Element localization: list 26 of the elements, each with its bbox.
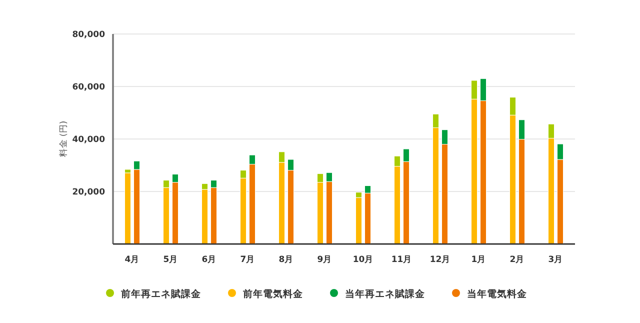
x-tick-label: 4月 [124, 254, 140, 265]
y-tick-label: 20,000 [72, 188, 106, 198]
legend: 当年再エネ賦課金 [330, 289, 425, 300]
legend: 前年再エネ賦課金 [106, 289, 201, 300]
x-tick-label: 12月 [430, 254, 451, 265]
y-tick-label: 80,000 [72, 30, 106, 40]
x-tick-label: 5月 [163, 254, 178, 265]
y-axis-title: 料金 (円) [58, 120, 69, 158]
x-tick-label: 9月 [317, 254, 332, 265]
legend: 前年電気料金 [228, 289, 303, 300]
legend-label: 当年電気料金 [467, 288, 528, 300]
x-tick-label: 7月 [240, 254, 256, 265]
y-tick-label: 60,000 [72, 82, 106, 92]
x-tick-label: 6月 [202, 254, 217, 265]
bar [124, 172, 131, 244]
y-tick-label: 40,000 [72, 135, 106, 145]
legend-label: 当年再エネ賦課金 [345, 288, 426, 300]
x-tick-label: 11月 [391, 254, 412, 265]
legend-label: 前年再エネ賦課金 [120, 288, 202, 300]
x-tick-label: 10月 [352, 254, 374, 265]
legend-label: 前年電気料金 [242, 288, 304, 300]
legend: 当年電気料金 [452, 289, 527, 300]
x-tick-label: 8月 [278, 254, 294, 265]
x-tick-label: 3月 [548, 254, 564, 265]
x-tick-label: 1月 [471, 254, 486, 265]
x-tick-label: 2月 [510, 254, 525, 265]
